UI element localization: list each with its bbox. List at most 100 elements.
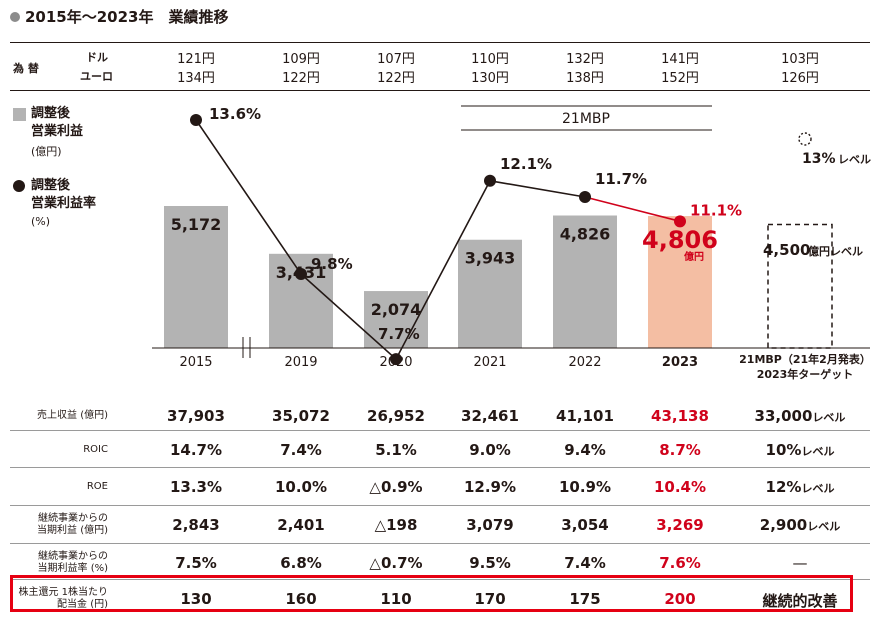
table-target-cell: — xyxy=(740,554,860,572)
table-target-unit: レベル xyxy=(801,445,835,458)
fx-dollar-value: 103円 xyxy=(781,52,819,67)
table-rule xyxy=(10,467,870,468)
table-cell: 14.7% xyxy=(151,441,241,459)
table-target-unit: レベル xyxy=(812,411,846,424)
table-cell: 10.4% xyxy=(635,478,725,496)
table-cell-value: 13.3% xyxy=(169,478,223,496)
legend-bar-swatch xyxy=(13,108,26,121)
table-cell: 32,461 xyxy=(445,407,535,425)
table-cell: 130 xyxy=(151,590,241,608)
table-cell-value: 41,101 xyxy=(556,407,614,425)
table-cell-value: 12.9% xyxy=(463,478,517,496)
legend-line-title-2: 営業利益率 xyxy=(31,196,97,211)
bar-value-label-highlight: 4,806 xyxy=(642,226,718,254)
table-cell-value: 175 xyxy=(569,590,601,608)
rate-label: 12.1% xyxy=(500,155,552,173)
table-cell: 26,952 xyxy=(351,407,441,425)
dividend-highlight-box xyxy=(10,575,853,612)
rate-point xyxy=(295,268,307,281)
table-cell-value: 7.4% xyxy=(564,554,606,572)
table-cell-value: — xyxy=(792,554,808,572)
legend-bar-title-2: 営業利益 xyxy=(31,124,84,139)
fx-rule xyxy=(10,90,870,91)
legend-line-unit: (%) xyxy=(31,215,51,228)
table-cell-value: 3,054 xyxy=(561,516,609,534)
table-cell-value: 7.4% xyxy=(280,441,322,459)
table-cell-value: 110 xyxy=(380,590,412,608)
table-cell: 37,903 xyxy=(151,407,241,425)
target-rate-unit: レベル xyxy=(838,153,871,166)
fx-dollar-value: 107円 xyxy=(377,52,415,67)
rate-point xyxy=(674,215,686,228)
table-cell: △0.7% xyxy=(351,554,441,572)
table-cell: 170 xyxy=(445,590,535,608)
table-cell: 9.5% xyxy=(445,554,535,572)
table-cell: 10.9% xyxy=(540,478,630,496)
table-cell-value: 6.8% xyxy=(280,554,322,572)
table-cell: 13.3% xyxy=(151,478,241,496)
table-cell: 3,269 xyxy=(635,516,725,534)
table-cell-value: 7.5% xyxy=(175,554,217,572)
bar-value-label: 5,172 xyxy=(171,215,222,234)
legend-bar-title-1: 調整後 xyxy=(31,106,71,121)
table-cell-value: 12% xyxy=(765,478,802,496)
table-cell: 43,138 xyxy=(635,407,725,425)
rate-label: 7.7% xyxy=(378,325,420,343)
rate-point xyxy=(390,353,402,366)
mbp-label: 21MBP xyxy=(562,111,610,127)
table-cell-value: 9.5% xyxy=(469,554,511,572)
table-cell-value: 10.4% xyxy=(653,478,707,496)
table-rule xyxy=(10,579,870,580)
table-target-unit: レベル xyxy=(801,482,835,495)
table-row-label: 売上収益 (億円) xyxy=(37,410,108,421)
x-tick-label: 2021 xyxy=(473,355,506,370)
table-cell-value: 9.0% xyxy=(469,441,511,459)
rate-point xyxy=(579,191,591,204)
rate-line-highlight xyxy=(584,196,681,223)
table-target-unit: レベル xyxy=(807,520,841,533)
table-cell: 175 xyxy=(540,590,630,608)
table-cell-value: 14.7% xyxy=(169,441,223,459)
bar-2015 xyxy=(164,206,228,348)
table-cell-value: 7.6% xyxy=(659,554,701,572)
table-cell-value: △198 xyxy=(374,516,418,534)
table-cell-value: 3,079 xyxy=(466,516,514,534)
table-cell-value: 9.4% xyxy=(564,441,606,459)
table-cell: 110 xyxy=(351,590,441,608)
table-cell: △198 xyxy=(351,516,441,534)
table-cell: 7.4% xyxy=(256,441,346,459)
x-tick-label: 2019 xyxy=(284,355,317,370)
rate-label: 11.7% xyxy=(595,170,647,188)
legend-line-title-1: 調整後 xyxy=(31,178,71,193)
table-cell-value: 130 xyxy=(180,590,212,608)
table-cell: △0.9% xyxy=(351,478,441,496)
table-cell-value: 33,000 xyxy=(754,407,813,425)
bar-2022 xyxy=(553,215,617,348)
table-rule xyxy=(10,430,870,431)
table-cell-value: 3,269 xyxy=(656,516,704,534)
x-tick-label: 2022 xyxy=(568,355,601,370)
table-cell: 5.1% xyxy=(351,441,441,459)
fx-dollar-value: 141円 xyxy=(661,52,699,67)
table-cell-value: 200 xyxy=(664,590,696,608)
table-cell: 7.6% xyxy=(635,554,725,572)
fx-euro-value: 134円 xyxy=(177,71,215,86)
fx-euro-label: ユーロ xyxy=(80,70,113,83)
table-cell-value: 5.1% xyxy=(375,441,417,459)
table-row-label: ROIC xyxy=(83,444,108,455)
fx-dollar-value: 109円 xyxy=(282,52,320,67)
fx-dollar-value: 110円 xyxy=(471,52,509,67)
table-cell-value: 37,903 xyxy=(167,407,225,425)
table-cell: 2,843 xyxy=(151,516,241,534)
top-rule xyxy=(10,42,870,43)
bar-value-label: 2,074 xyxy=(371,300,422,319)
table-cell: 8.7% xyxy=(635,441,725,459)
rate-label: 13.6% xyxy=(209,105,261,123)
table-rule xyxy=(10,505,870,506)
x-tick-label: 2020 xyxy=(379,355,412,370)
fx-dollar-label: ドル xyxy=(86,51,108,64)
table-row-label: 継続事業からの 当期利益 (億円) xyxy=(37,513,108,536)
table-cell-value: △0.9% xyxy=(369,478,423,496)
table-cell: 41,101 xyxy=(540,407,630,425)
table-cell: 12.9% xyxy=(445,478,535,496)
